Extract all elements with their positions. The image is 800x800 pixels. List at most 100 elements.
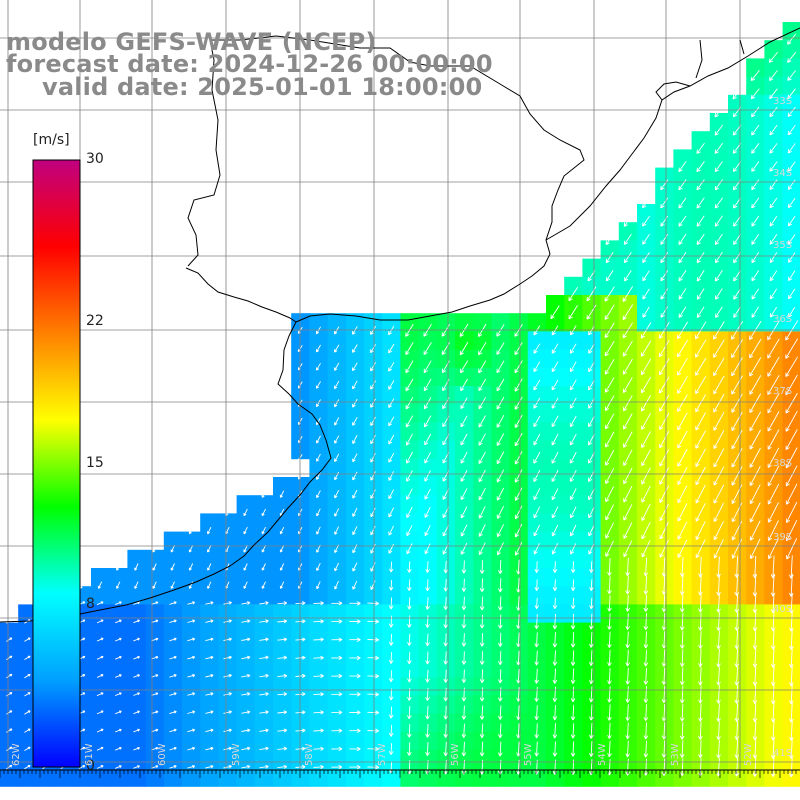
wind-cell xyxy=(364,513,383,532)
wind-cell xyxy=(455,458,474,478)
wind-cell xyxy=(455,568,474,587)
wind-cell xyxy=(345,531,365,551)
wind-cell xyxy=(18,677,37,696)
wind-arrow xyxy=(188,563,194,571)
wind-arrow xyxy=(352,562,358,572)
wind-arrow xyxy=(496,505,505,519)
wind-arrow xyxy=(679,575,685,596)
wind-cell xyxy=(491,367,510,387)
wind-arrow xyxy=(277,601,288,606)
wind-arrow xyxy=(659,539,669,558)
wind-cell xyxy=(637,276,656,296)
wind-arrow xyxy=(277,655,288,660)
wind-cell xyxy=(782,695,800,714)
wind-cell xyxy=(728,131,747,150)
wind-cell xyxy=(345,513,365,532)
wind-arrow xyxy=(734,594,740,613)
wind-cell xyxy=(418,313,438,332)
wind-arrow xyxy=(661,575,667,595)
wind-cell xyxy=(491,531,510,551)
wind-arrow xyxy=(406,506,413,518)
wind-cell xyxy=(782,477,800,496)
wind-cell xyxy=(291,622,310,642)
wind-cell xyxy=(746,513,765,532)
wind-cell xyxy=(364,568,383,587)
wind-cell xyxy=(400,640,419,660)
wind-cell xyxy=(600,531,620,551)
wind-cell xyxy=(491,713,510,733)
wind-cell xyxy=(546,677,565,696)
wind-arrow xyxy=(461,596,467,611)
wind-cell xyxy=(764,58,783,77)
wind-cell xyxy=(527,568,547,587)
wind-cell xyxy=(582,349,601,369)
wind-cell xyxy=(782,495,800,514)
wind-arrow xyxy=(552,613,558,630)
wind-cell xyxy=(527,331,547,350)
wind-arrow xyxy=(514,451,523,465)
wind-cell xyxy=(291,695,310,714)
wind-arrow xyxy=(133,619,140,624)
wind-arrow xyxy=(497,614,503,629)
wind-arrow xyxy=(714,142,724,154)
wind-cell xyxy=(418,622,438,642)
wind-cell xyxy=(382,568,401,587)
wind-arrow xyxy=(423,378,432,392)
colorbar-tick-15: 15 xyxy=(86,454,104,471)
wind-cell xyxy=(218,750,237,769)
wind-cell xyxy=(746,204,765,223)
wind-arrow xyxy=(588,543,595,555)
wind-cell xyxy=(782,549,800,569)
wind-arrow xyxy=(496,433,505,446)
wind-arrow xyxy=(677,448,688,467)
wind-arrow xyxy=(424,415,432,428)
wind-arrow xyxy=(352,489,358,499)
wind-arrow xyxy=(785,429,798,450)
wind-cell xyxy=(364,750,383,769)
wind-arrow xyxy=(769,70,778,82)
wind-cell xyxy=(91,695,110,714)
wind-cell xyxy=(455,386,474,405)
wind-cell xyxy=(709,331,729,350)
wind-arrow xyxy=(713,466,725,486)
wind-arrow xyxy=(569,343,577,354)
wind-arrow xyxy=(424,488,431,500)
wind-arrow xyxy=(695,357,707,376)
wind-cell xyxy=(400,513,419,532)
wind-cell xyxy=(564,440,583,460)
wind-arrow xyxy=(787,252,796,263)
wind-cell xyxy=(273,477,292,496)
wind-cell xyxy=(473,440,492,460)
wind-arrow xyxy=(552,579,558,592)
wind-cell xyxy=(382,477,401,496)
wind-arrow xyxy=(785,356,798,377)
wind-arrow xyxy=(679,557,685,577)
wind-cell xyxy=(582,367,601,387)
wind-cell xyxy=(436,549,456,569)
wind-arrow xyxy=(533,379,541,391)
wind-arrow xyxy=(678,288,687,300)
wind-cell xyxy=(546,568,565,587)
wind-cell xyxy=(418,713,438,733)
wind-arrow xyxy=(514,342,523,356)
wind-cell xyxy=(764,768,783,787)
wind-arrow xyxy=(243,508,248,517)
wind-arrow xyxy=(588,415,595,428)
wind-cell xyxy=(327,622,347,642)
wind-cell xyxy=(254,713,274,733)
wind-cell xyxy=(491,440,510,460)
wind-cell xyxy=(582,386,601,405)
wind-cell xyxy=(436,513,456,532)
wind-arrow xyxy=(678,306,687,318)
wind-cell xyxy=(709,113,729,132)
wind-cell xyxy=(782,331,800,350)
wind-arrow xyxy=(496,342,505,355)
wind-cell xyxy=(564,586,583,605)
wind-cell xyxy=(655,258,674,278)
wind-cell xyxy=(473,622,492,642)
wind-cell xyxy=(382,422,401,441)
wind-arrow xyxy=(388,597,394,610)
wind-arrow xyxy=(678,233,687,245)
wind-cell xyxy=(345,422,365,441)
wind-cell xyxy=(309,677,328,696)
